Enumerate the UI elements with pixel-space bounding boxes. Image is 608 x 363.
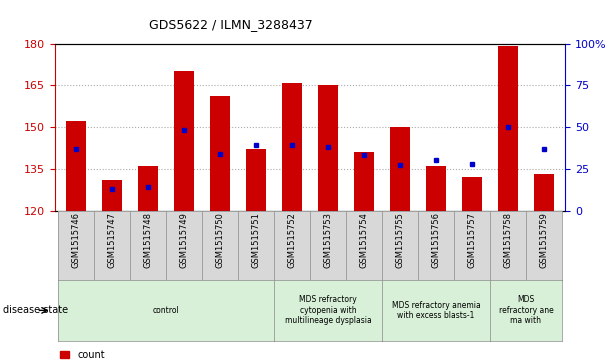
Bar — [282, 82, 302, 211]
Text: GSM1515747: GSM1515747 — [108, 212, 117, 268]
Bar — [498, 46, 518, 211]
Bar — [174, 72, 194, 211]
Text: GSM1515759: GSM1515759 — [539, 212, 548, 268]
Text: MDS
refractory ane
ma with: MDS refractory ane ma with — [499, 295, 553, 325]
Text: GSM1515749: GSM1515749 — [180, 212, 188, 268]
Text: GSM1515757: GSM1515757 — [468, 212, 477, 268]
Text: GSM1515753: GSM1515753 — [323, 212, 333, 268]
Text: GSM1515748: GSM1515748 — [143, 212, 153, 268]
Text: GDS5622 / ILMN_3288437: GDS5622 / ILMN_3288437 — [149, 18, 313, 31]
Bar — [354, 152, 374, 211]
Bar — [426, 166, 446, 211]
Bar — [390, 127, 410, 211]
Text: MDS refractory anemia
with excess blasts-1: MDS refractory anemia with excess blasts… — [392, 301, 480, 320]
Text: disease state: disease state — [3, 305, 68, 315]
Bar — [246, 149, 266, 211]
Text: GSM1515758: GSM1515758 — [503, 212, 513, 268]
Bar — [318, 85, 338, 211]
Text: MDS refractory
cytopenia with
multilineage dysplasia: MDS refractory cytopenia with multilinea… — [285, 295, 371, 325]
Text: GSM1515755: GSM1515755 — [395, 212, 404, 268]
Text: GSM1515756: GSM1515756 — [432, 212, 440, 268]
Bar — [66, 122, 86, 211]
Bar — [102, 180, 122, 211]
Text: GSM1515754: GSM1515754 — [359, 212, 368, 268]
Bar — [139, 166, 158, 211]
Text: GSM1515750: GSM1515750 — [216, 212, 225, 268]
Text: control: control — [153, 306, 179, 315]
Text: GSM1515752: GSM1515752 — [288, 212, 297, 268]
Legend: count, percentile rank within the sample: count, percentile rank within the sample — [60, 350, 242, 363]
Bar — [534, 174, 554, 211]
Bar — [462, 177, 482, 211]
Text: GSM1515746: GSM1515746 — [72, 212, 81, 268]
Text: GSM1515751: GSM1515751 — [252, 212, 261, 268]
Bar — [210, 97, 230, 211]
